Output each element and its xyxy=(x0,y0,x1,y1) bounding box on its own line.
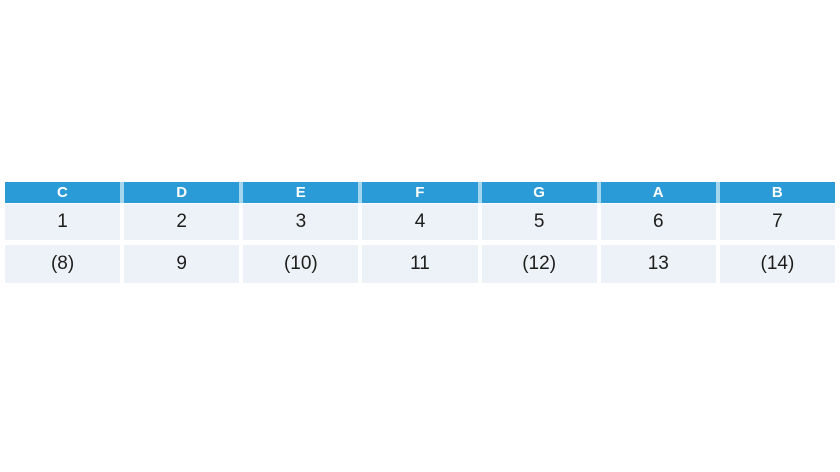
table-row: (8) 9 (10) 11 (12) 13 (14) xyxy=(5,245,835,283)
header-cell-e: E xyxy=(243,182,359,203)
table-cell: (10) xyxy=(243,245,359,283)
header-cell-g: G xyxy=(481,182,597,203)
header-cell-b: B xyxy=(719,182,835,203)
table-cell: 11 xyxy=(362,245,478,283)
header-cell-f: F xyxy=(362,182,478,203)
table-cell: 4 xyxy=(362,204,478,240)
table-cell: 7 xyxy=(719,204,835,240)
header-cell-d: D xyxy=(124,182,240,203)
table-cell: 3 xyxy=(243,204,359,240)
table-header-row: C D E F G A B xyxy=(5,182,835,203)
table-cell: (8) xyxy=(5,245,121,283)
header-cell-c: C xyxy=(5,182,121,203)
header-cell-a: A xyxy=(600,182,716,203)
data-table: C D E F G A B 1 2 3 4 5 6 7 (8) 9 (10) 1… xyxy=(5,182,835,283)
table-cell: 2 xyxy=(124,204,240,240)
table-cell: (12) xyxy=(481,245,597,283)
table-cell: (14) xyxy=(719,245,835,283)
table-cell: 13 xyxy=(600,245,716,283)
table-cell: 5 xyxy=(481,204,597,240)
table-cell: 6 xyxy=(600,204,716,240)
table-cell: 1 xyxy=(5,204,121,240)
table-cell: 9 xyxy=(124,245,240,283)
table-row: 1 2 3 4 5 6 7 xyxy=(5,204,835,240)
